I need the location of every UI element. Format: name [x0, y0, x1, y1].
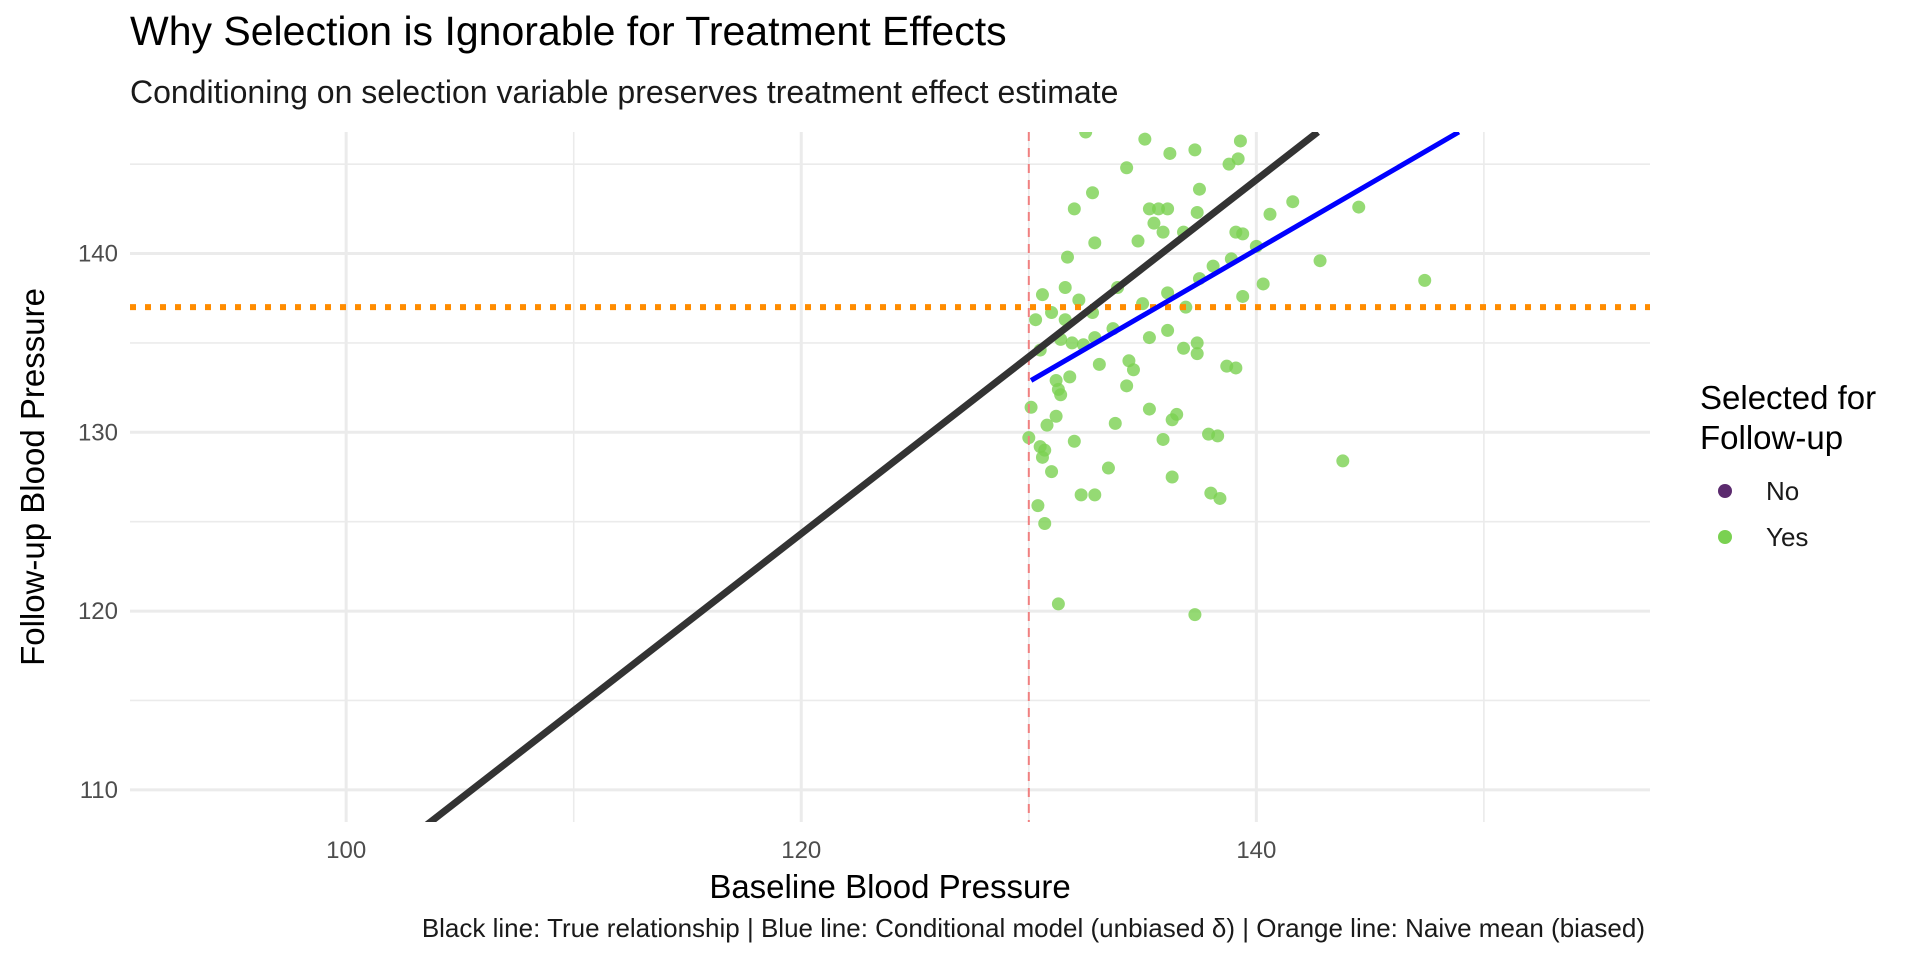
data-point [1165, 413, 1179, 427]
data-point [1120, 379, 1134, 393]
legend-title-line-2: Follow-up [1700, 419, 1844, 456]
data-point [1156, 225, 1170, 239]
data-point [1038, 516, 1052, 530]
data-point [1060, 250, 1074, 264]
y-tick-label: 110 [80, 777, 118, 804]
data-point [1063, 370, 1077, 384]
data-point [1147, 216, 1161, 230]
x-tick-label: 140 [1236, 837, 1276, 864]
data-point [1213, 491, 1227, 505]
data-point [1035, 450, 1049, 464]
x-tick-label: 100 [326, 837, 366, 864]
data-point [1065, 336, 1079, 350]
legend-swatch-yes [1718, 530, 1732, 544]
data-point [1188, 608, 1202, 622]
y-tick-label: 130 [78, 419, 118, 446]
data-point [1045, 465, 1059, 479]
chart-title: Why Selection is Ignorable for Treatment… [130, 8, 1007, 54]
data-point [1067, 202, 1081, 216]
data-point [1054, 388, 1068, 402]
grid [130, 132, 1650, 822]
data-point [1131, 234, 1145, 248]
data-point [1190, 347, 1204, 361]
data-point [1101, 461, 1115, 475]
y-tick-label: 140 [78, 241, 118, 268]
x-axis-title: Baseline Blood Pressure [709, 868, 1070, 905]
data-point [1263, 207, 1277, 221]
data-point [1352, 200, 1366, 214]
data-point [1236, 227, 1250, 241]
data-point [1067, 434, 1081, 448]
data-point [1088, 236, 1102, 250]
data-point [1190, 336, 1204, 350]
data-point [1211, 429, 1225, 443]
chart-subtitle: Conditioning on selection variable prese… [130, 74, 1119, 110]
data-point [1286, 195, 1300, 209]
data-point [1161, 323, 1175, 337]
legend-item-yes: Yes [1700, 514, 1920, 560]
legend-label-yes: Yes [1766, 521, 1809, 552]
chart-caption: Black line: True relationship | Blue lin… [421, 913, 1645, 943]
true-relationship-line [424, 132, 1320, 822]
data-point [1163, 146, 1177, 160]
y-axis-title: Follow-up Blood Pressure [14, 288, 51, 666]
data-point [1035, 288, 1049, 302]
data-point [1231, 152, 1245, 166]
legend: Selected for Follow-up No Yes [1700, 378, 1920, 560]
data-point [1256, 277, 1270, 291]
data-point [1188, 143, 1202, 157]
data-point [1233, 134, 1247, 148]
conditional-model-line [1029, 132, 1461, 383]
data-point [1138, 132, 1152, 146]
data-point [1313, 254, 1327, 268]
legend-label-no: No [1766, 475, 1800, 506]
data-point [1024, 400, 1038, 414]
data-point [1156, 432, 1170, 446]
data-point [1079, 132, 1093, 139]
data-point [1072, 293, 1086, 307]
data-point [1142, 202, 1156, 216]
legend-title-line-1: Selected for [1700, 379, 1877, 416]
data-point [1190, 205, 1204, 219]
data-point [1336, 454, 1350, 468]
data-point [1108, 416, 1122, 430]
data-point [1126, 363, 1140, 377]
legend-swatch-no [1718, 484, 1732, 498]
data-point [1236, 289, 1250, 303]
data-point [1192, 182, 1206, 196]
axis-ticks: 100 120 140 110 120 130 140 [78, 241, 1276, 864]
data-point [1418, 273, 1432, 287]
legend-title: Selected for Follow-up [1700, 378, 1920, 458]
data-point [1165, 470, 1179, 484]
data-point [1120, 161, 1134, 175]
data-point [1142, 331, 1156, 345]
data-point [1074, 488, 1088, 502]
chart-marks [130, 132, 1650, 822]
data-point [1058, 281, 1072, 295]
data-point [1086, 186, 1100, 200]
data-point [1029, 313, 1043, 327]
x-tick-label: 120 [781, 837, 821, 864]
data-point [1049, 409, 1063, 423]
data-point [1088, 488, 1102, 502]
legend-item-no: No [1700, 468, 1920, 514]
data-point [1031, 499, 1045, 513]
data-point [1161, 286, 1175, 300]
data-point [1229, 361, 1243, 375]
data-point [1051, 597, 1065, 611]
y-tick-label: 120 [78, 598, 118, 625]
data-point [1177, 341, 1191, 355]
data-point [1152, 202, 1166, 216]
data-point [1092, 357, 1106, 371]
data-point [1142, 402, 1156, 416]
data-point [1161, 202, 1175, 216]
data-point [1040, 418, 1054, 432]
data-point [1206, 259, 1220, 273]
